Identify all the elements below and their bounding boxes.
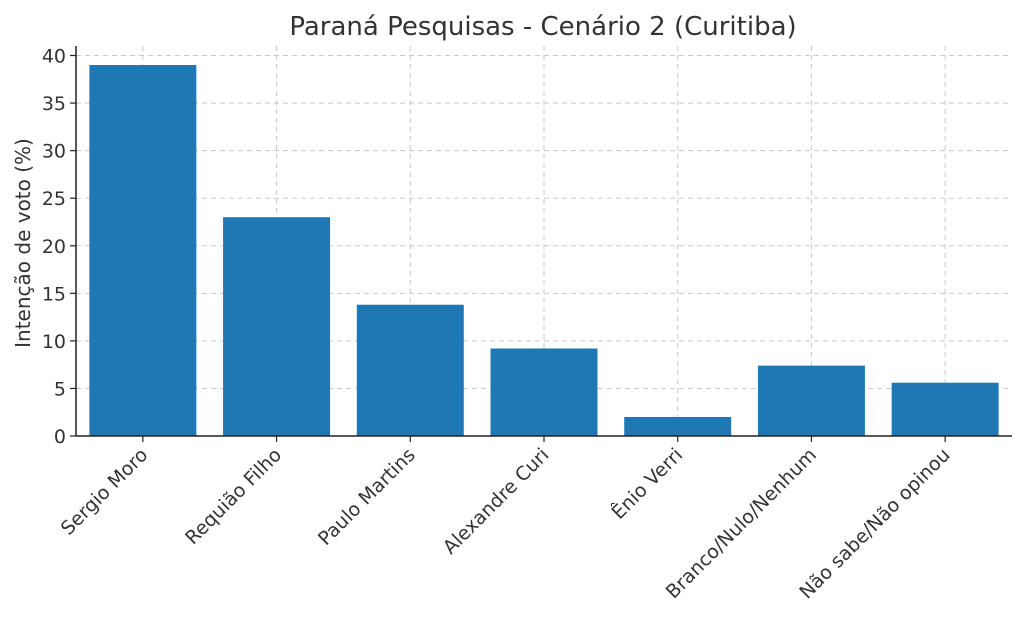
- bar-1: [89, 65, 197, 437]
- y-tick-label: 35: [42, 93, 66, 115]
- x-tick-label: Não sabe/Não opinou: [795, 444, 954, 603]
- x-tick-label: Paulo Martins: [314, 444, 420, 550]
- bar-5: [624, 416, 732, 436]
- bar-2: [223, 217, 331, 436]
- x-tick-label: Branco/Nulo/Nenhum: [662, 444, 821, 603]
- x-tick-label: Alexandre Curi: [439, 444, 554, 559]
- bar-3: [356, 304, 464, 436]
- y-axis-label: Intenção de voto (%): [11, 138, 35, 348]
- bar-7: [891, 382, 999, 436]
- y-tick-label: 5: [54, 378, 66, 400]
- x-axis-ticks: Sergio Moro Requião Filho Paulo Martins Ale…: [57, 436, 955, 603]
- y-tick-label: 15: [42, 283, 66, 305]
- y-tick-label: 0: [54, 426, 66, 448]
- y-axis-ticks: 0 5 10 15 20 25 30 35 40: [42, 46, 76, 448]
- y-tick-label: 40: [42, 46, 66, 68]
- y-tick-label: 20: [42, 236, 66, 258]
- chart-title: Paraná Pesquisas - Cenário 2 (Curitiba): [289, 12, 796, 42]
- x-tick-label: Ênio Verri: [607, 443, 687, 523]
- x-tick-label: Sergio Moro: [57, 444, 153, 540]
- y-tick-label: 30: [42, 141, 66, 163]
- x-tick-label: Requião Filho: [181, 444, 286, 549]
- y-tick-label: 10: [42, 331, 66, 353]
- y-tick-label: 25: [42, 188, 66, 210]
- bar-6: [757, 365, 865, 436]
- bars: [89, 65, 999, 437]
- bar-4: [490, 348, 598, 436]
